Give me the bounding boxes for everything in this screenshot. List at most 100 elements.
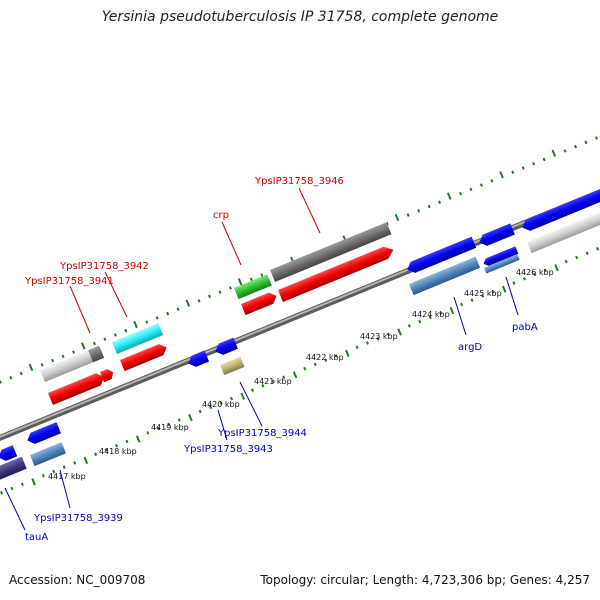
minor-tick <box>511 170 515 175</box>
gene-pabA[interactable] <box>484 254 520 274</box>
gene-ypsip31758-3944[interactable] <box>220 356 245 376</box>
minor-tick <box>563 149 567 153</box>
minor-tick <box>230 396 234 401</box>
minor-tick <box>469 187 473 192</box>
minor-tick <box>470 298 474 302</box>
gene-ypsip31758-3946[interactable] <box>278 244 396 303</box>
kbp-label: 4423 kbp <box>360 332 398 341</box>
gene-argD[interactable] <box>409 256 481 296</box>
gene-ypsip31758-3941[interactable] <box>48 371 107 406</box>
genome-stats-text: Topology: circular; Length: 4,723,306 bp… <box>260 573 590 587</box>
gene-pabA-blue-2[interactable] <box>482 246 519 267</box>
minor-tick <box>177 418 181 422</box>
minor-tick <box>575 255 579 260</box>
minor-tick <box>52 469 56 474</box>
minor-tick <box>386 332 390 337</box>
gene-ypsip31758-3946-gray[interactable] <box>270 222 392 283</box>
kbp-label: 4425 kbp <box>464 289 502 298</box>
minor-tick <box>124 328 128 333</box>
minor-tick <box>596 247 600 251</box>
label-tauA[interactable]: tauA <box>25 532 48 543</box>
label-argD[interactable]: argD <box>458 342 482 353</box>
reverse-gene-labels: argD pabA YpsIP31758_3944 YpsIP31758_394… <box>25 322 538 543</box>
leader-pabA <box>505 276 519 316</box>
minor-tick <box>115 443 119 448</box>
major-tick <box>31 478 36 486</box>
label-ypsip31758-3944[interactable]: YpsIP31758_3944 <box>217 428 307 439</box>
kbp-label: 4424 kbp <box>412 310 450 319</box>
gene-tauA-blue[interactable] <box>0 445 18 463</box>
minor-tick <box>250 388 254 392</box>
gene-tauA[interactable] <box>0 456 27 481</box>
minor-tick <box>73 461 77 465</box>
minor-tick <box>376 336 380 341</box>
label-ypsip31758-3939[interactable]: YpsIP31758_3939 <box>33 513 123 524</box>
minor-tick <box>51 358 55 363</box>
major-tick <box>292 371 298 379</box>
kbp-label: 4426 kbp <box>516 268 554 277</box>
gene-ypsip31758-3939-blue[interactable] <box>25 422 62 446</box>
minor-tick <box>219 401 223 405</box>
minor-tick <box>218 290 222 294</box>
label-crp[interactable]: crp <box>213 210 229 221</box>
major-tick <box>83 456 89 465</box>
minor-tick <box>564 259 568 264</box>
minor-tick <box>522 277 526 281</box>
leader-3941 <box>69 285 91 334</box>
gene-argD-blue[interactable] <box>405 236 477 275</box>
gene-ypsip31758-3944-blue[interactable] <box>213 337 238 357</box>
map-title: Yersinia pseudotuberculosis IP 31758, co… <box>101 9 499 25</box>
minor-tick <box>0 491 3 495</box>
minor-tick <box>543 268 547 272</box>
minor-tick <box>355 345 359 350</box>
label-ypsip31758-3942[interactable]: YpsIP31758_3942 <box>59 261 149 272</box>
gene-small-red[interactable] <box>100 367 115 383</box>
gene-ypsip31758-3943[interactable] <box>186 350 210 369</box>
kbp-label: 4419 kbp <box>151 423 189 432</box>
minor-tick <box>20 482 24 487</box>
gene-right-blue[interactable] <box>520 180 600 233</box>
minor-tick <box>427 204 431 209</box>
minor-tick <box>438 200 442 205</box>
minor-tick <box>594 136 598 140</box>
kbp-label: 4418 kbp <box>99 447 137 456</box>
minor-tick <box>261 384 265 388</box>
gene-pabA-blue[interactable] <box>477 223 515 248</box>
minor-tick <box>103 337 107 342</box>
gene-3941-gray-block[interactable] <box>40 347 101 383</box>
minor-tick <box>282 375 286 380</box>
minor-tick <box>491 289 495 294</box>
genome-backbone-highlight <box>0 190 600 438</box>
gene-3941-dark-end[interactable] <box>88 345 105 363</box>
minor-tick <box>584 140 588 145</box>
minor-tick <box>533 272 537 277</box>
major-tick <box>185 299 191 307</box>
gene-ypsip31758-3942[interactable] <box>112 323 164 355</box>
label-pabA[interactable]: pabA <box>512 322 538 333</box>
minor-tick <box>313 362 317 367</box>
gene-red-3942b[interactable] <box>120 342 169 372</box>
leader-argD <box>453 296 467 336</box>
minor-tick <box>303 366 307 371</box>
label-ypsip31758-3946[interactable]: YpsIP31758_3946 <box>254 176 344 187</box>
gene-crp-green[interactable] <box>234 274 272 300</box>
minor-tick <box>428 315 432 320</box>
minor-tick <box>532 161 536 166</box>
minor-tick <box>72 350 76 354</box>
minor-tick <box>40 363 44 367</box>
minor-tick <box>406 213 410 217</box>
label-ypsip31758-3943[interactable]: YpsIP31758_3943 <box>183 444 273 455</box>
minor-tick <box>104 448 108 452</box>
major-tick <box>188 413 193 422</box>
gene-crp[interactable] <box>241 290 279 316</box>
gene-ypsip31758-3939[interactable] <box>30 442 67 467</box>
leader-lines <box>4 187 519 531</box>
label-ypsip31758-3941[interactable]: YpsIP31758_3941 <box>24 276 114 287</box>
major-tick <box>28 363 34 371</box>
minor-tick <box>61 354 65 359</box>
minor-tick <box>439 311 443 315</box>
major-tick <box>551 149 557 157</box>
minor-tick <box>9 376 13 380</box>
minor-tick <box>19 371 23 376</box>
